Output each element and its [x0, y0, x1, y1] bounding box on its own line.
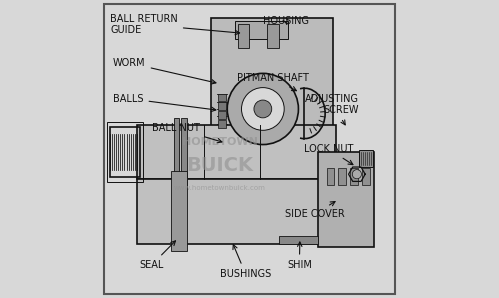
Text: BALL NUT: BALL NUT	[152, 123, 222, 143]
Bar	[181, 118, 187, 186]
Bar	[362, 168, 370, 184]
Bar	[238, 24, 250, 48]
Bar	[267, 24, 279, 48]
Bar	[219, 103, 226, 110]
FancyBboxPatch shape	[104, 4, 395, 294]
Bar	[327, 168, 334, 184]
Bar	[137, 125, 335, 179]
Bar	[338, 168, 346, 184]
Bar	[171, 171, 187, 251]
Bar	[137, 179, 324, 244]
Bar	[350, 168, 358, 184]
Bar	[318, 152, 374, 247]
Bar	[174, 118, 179, 186]
Bar	[279, 236, 318, 244]
Bar	[219, 94, 226, 101]
Text: BUICK: BUICK	[186, 156, 253, 175]
Text: ADJUSTING
SCREW: ADJUSTING SCREW	[305, 94, 359, 125]
Text: www.hometownbuick.com: www.hometownbuick.com	[174, 184, 266, 190]
Bar	[235, 21, 288, 39]
Text: PITMAN SHAFT: PITMAN SHAFT	[237, 73, 309, 91]
Text: HOUSING: HOUSING	[263, 16, 309, 27]
Text: SEAL: SEAL	[140, 241, 176, 270]
Text: LOCK NUT: LOCK NUT	[304, 144, 353, 164]
Circle shape	[352, 170, 361, 179]
Bar	[107, 122, 143, 181]
Text: SIDE COVER: SIDE COVER	[284, 201, 344, 219]
Circle shape	[242, 88, 284, 130]
Bar	[211, 18, 332, 187]
Bar	[219, 111, 226, 119]
Bar	[219, 120, 226, 128]
Text: WORM: WORM	[113, 58, 216, 84]
Text: HOMETOWN: HOMETOWN	[182, 136, 258, 147]
Text: BALL RETURN
GUIDE: BALL RETURN GUIDE	[110, 14, 240, 35]
Bar	[110, 127, 140, 177]
Text: BALLS: BALLS	[113, 94, 216, 111]
Text: BUSHINGS: BUSHINGS	[220, 245, 271, 279]
Circle shape	[254, 100, 272, 118]
Text: SHIM: SHIM	[287, 242, 312, 270]
Bar	[359, 150, 373, 167]
Circle shape	[227, 73, 298, 145]
